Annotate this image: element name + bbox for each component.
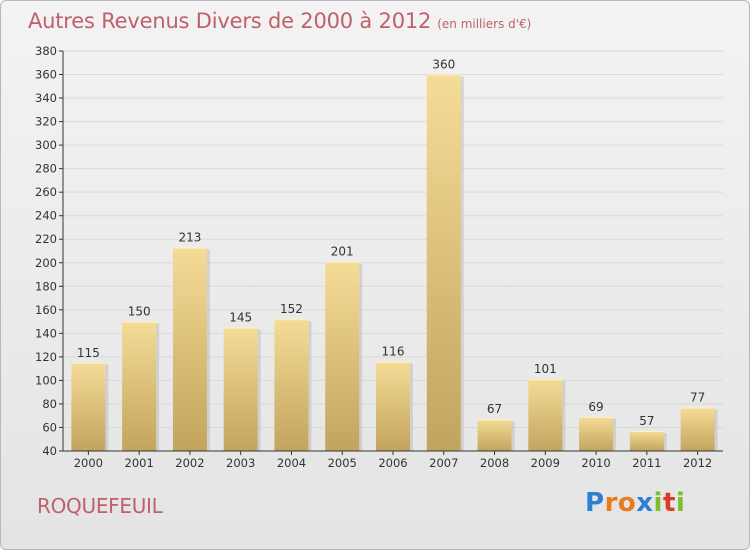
axes: 40 60 80 100 120 140 160 180 200 220 240 260 280 300 3… [35, 44, 723, 470]
x-tick-label: 2010 [581, 456, 610, 470]
bar [680, 407, 715, 451]
x-tick-label: 2001 [125, 456, 154, 470]
y-tick-label: 120 [35, 350, 57, 364]
y-tick-label: 340 [35, 91, 57, 105]
y-tick-label: 80 [42, 397, 57, 411]
bar [426, 74, 461, 451]
bars: 115 150 213 145 152 201 116 360 67 101 69 57 77 [71, 58, 718, 451]
logo-letter: r [604, 488, 618, 518]
y-tick-label: 180 [35, 279, 57, 293]
data-label: 213 [178, 230, 201, 244]
data-label: 145 [229, 310, 252, 324]
data-label: 69 [588, 400, 603, 414]
x-tick-label: 2002 [175, 456, 204, 470]
x-tick-label: 2007 [429, 456, 458, 470]
x-tick-label: 2003 [226, 456, 255, 470]
y-tick-label: 100 [35, 373, 57, 387]
data-label: 57 [639, 414, 654, 428]
x-tick-label: 2012 [683, 456, 712, 470]
bar [274, 319, 309, 451]
bar [477, 419, 512, 451]
x-tick-label: 2004 [277, 456, 306, 470]
bar [579, 416, 614, 451]
proxiti-logo: Proxiti [585, 488, 685, 518]
bar [325, 261, 360, 451]
x-tick-label: 2011 [632, 456, 661, 470]
y-tick-label: 40 [42, 444, 57, 458]
logo-letter: t [662, 488, 676, 518]
x-tick-label: 2005 [328, 456, 357, 470]
data-label: 116 [382, 345, 405, 359]
logo-letter: i [653, 488, 663, 518]
bar [223, 327, 258, 451]
data-label: 67 [487, 402, 502, 416]
data-label: 152 [280, 302, 303, 316]
bar [376, 361, 410, 451]
y-tick-label: 300 [35, 138, 57, 152]
data-label: 115 [77, 346, 100, 360]
y-tick-label: 360 [35, 68, 57, 82]
y-tick-label: 280 [35, 162, 57, 176]
y-tick-label: 220 [35, 232, 57, 246]
y-tick-label: 240 [35, 209, 57, 223]
chart-subtitle: (en milliers d'€) [437, 17, 532, 31]
y-tick-label: 140 [35, 326, 57, 340]
bar [71, 362, 106, 451]
x-tick-label: 2009 [531, 456, 560, 470]
chart-title-block: Autres Revenus Divers de 2000 à 2012 (en … [28, 9, 531, 33]
data-label: 360 [432, 58, 455, 72]
y-tick-label: 260 [35, 185, 57, 199]
x-tick-label: 2008 [480, 456, 509, 470]
data-label: 101 [534, 362, 557, 376]
commune-name: ROQUEFEUIL [37, 494, 163, 518]
logo-letter: P [585, 488, 605, 518]
y-tick-label: 380 [35, 44, 57, 58]
x-tick-label: 2006 [378, 456, 407, 470]
y-tick-label: 320 [35, 115, 57, 129]
y-tick-label: 200 [35, 256, 57, 270]
y-tick-label: 60 [42, 420, 57, 434]
logo-letter: o [617, 488, 637, 518]
data-label: 77 [690, 390, 705, 404]
data-label: 150 [128, 305, 151, 319]
bar [528, 379, 563, 451]
logo-letter: i [675, 488, 686, 518]
bar [172, 247, 207, 451]
chart-title: Autres Revenus Divers de 2000 à 2012 [28, 9, 432, 33]
bar [629, 431, 664, 451]
x-tick-label: 2000 [74, 456, 103, 470]
data-label: 201 [331, 245, 354, 259]
y-tick-label: 160 [35, 303, 57, 317]
bar [122, 321, 157, 451]
logo-letter: x [636, 488, 654, 518]
